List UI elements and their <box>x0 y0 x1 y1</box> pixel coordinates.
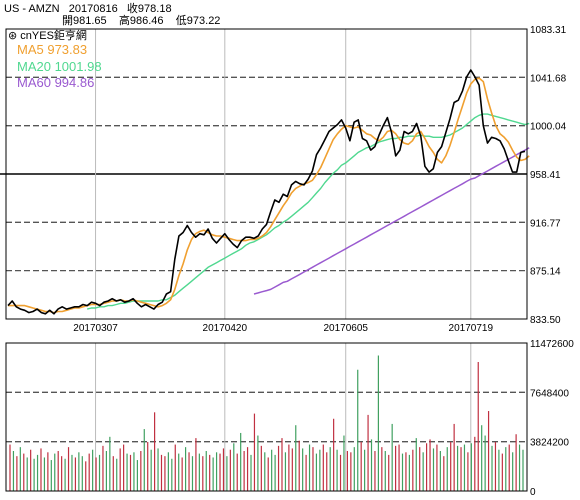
series-line-ma60 <box>253 147 530 295</box>
volume-y-tick-label: 11472600 <box>530 339 574 350</box>
volume-y-tick-label: 7648400 <box>530 388 569 399</box>
price-y-tick-label: 833.50 <box>530 315 561 326</box>
price-y-tick-label: 875.14 <box>530 267 561 278</box>
volume-y-tick-label: 0 <box>530 487 536 498</box>
header-line-2: 開981.65 高986.46 低973.22 <box>62 15 220 28</box>
legend-ma60: MA60 994.86 <box>17 75 95 90</box>
low-label: 低973.22 <box>175 15 221 27</box>
price-y-tick-label: 958.41 <box>530 170 561 181</box>
price-y-tick-label: 916.77 <box>530 218 561 229</box>
series-line-ma5 <box>8 77 530 314</box>
close-label: 收978.18 <box>126 3 172 15</box>
date-label: 20170816 <box>68 3 118 15</box>
volume-y-tick-label: 3824200 <box>530 438 569 449</box>
x-tick-label: 20170605 <box>323 323 368 334</box>
open-label: 開981.65 <box>62 15 107 27</box>
price-y-tick-label: 1041.68 <box>530 73 567 84</box>
volume-plot-frame <box>5 342 528 492</box>
high-label: 高986.46 <box>118 15 164 27</box>
x-tick-label: 20170307 <box>73 323 118 334</box>
x-tick-label: 20170420 <box>203 323 248 334</box>
x-tick-label: 20170719 <box>449 323 494 334</box>
series-line-price <box>7 69 526 315</box>
header-line-1: US - AMZN 20170816 收978.18 <box>4 3 172 16</box>
symbol-label: US - AMZN <box>4 3 60 15</box>
price-y-tick-label: 1083.31 <box>530 25 567 36</box>
legend-ma20: MA20 1001.98 <box>17 59 102 74</box>
legend-ma5: MA5 973.83 <box>17 42 88 57</box>
price-plot-frame <box>5 28 528 320</box>
brand-label: ⊛ cnYES鉅亨網 <box>8 30 87 42</box>
price-y-tick-label: 1000.04 <box>530 122 567 133</box>
series-line-ma20 <box>87 113 530 310</box>
